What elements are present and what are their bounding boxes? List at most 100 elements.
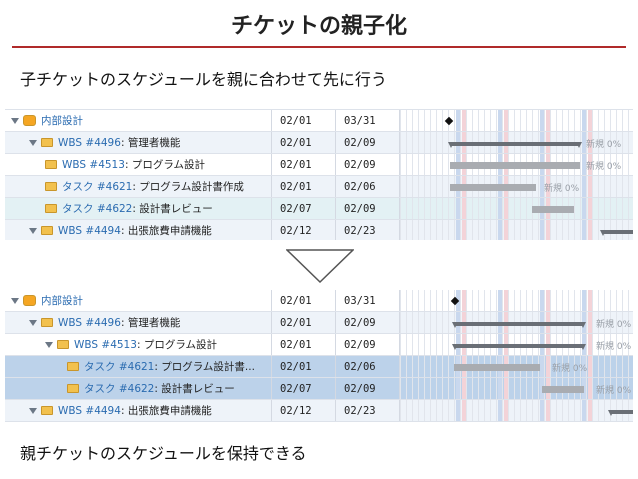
table-row[interactable]: タスク #4622 : 設計書レビュー 02/07 02/09 [5, 198, 633, 220]
task-name-cell: タスク #4622 : 設計書レビュー [5, 378, 271, 399]
gantt-grid-line [604, 400, 605, 421]
ticket-id[interactable]: WBS #4496 [58, 136, 121, 149]
parent-bar[interactable] [452, 344, 586, 350]
table-row[interactable]: 内部設計 02/01 03/31 [5, 290, 633, 312]
gantt-grid-line [400, 312, 401, 333]
gantt-weekend-column [588, 290, 593, 311]
gantt-grid-line [448, 290, 449, 311]
gantt-grid-line [442, 110, 443, 131]
gantt-grid-line [418, 110, 419, 131]
table-row-selected[interactable]: タスク #4621 : プログラム設計書... 02/01 02/06 新規 0… [5, 356, 633, 378]
start-date: 02/01 [271, 356, 335, 377]
parent-bar[interactable] [452, 322, 586, 328]
folder-icon [67, 384, 79, 393]
gantt-weekend-column [546, 110, 551, 131]
table-row[interactable]: WBS #4513 : プログラム設計 02/01 02/09 新規 0% [5, 334, 633, 356]
task-bar[interactable] [542, 386, 584, 393]
gantt-grid-line [430, 176, 431, 197]
gantt-grid-line [562, 400, 563, 421]
gantt-grid-line [478, 110, 479, 131]
gantt-grid-line [544, 400, 545, 421]
gantt-grid-line [406, 154, 407, 175]
collapse-triangle-icon[interactable] [29, 139, 37, 146]
end-date: 02/09 [335, 132, 399, 153]
gantt-weekend-column [456, 400, 461, 421]
gantt-grid-line [412, 154, 413, 175]
table-row[interactable]: 内部設計 02/01 03/31 [5, 110, 633, 132]
table-row[interactable]: WBS #4494 : 出張旅費申請機能 02/12 02/23 [5, 400, 633, 422]
gantt-grid-line [616, 132, 617, 153]
collapse-triangle-icon[interactable] [11, 297, 19, 304]
status-label: 新規 0% [586, 140, 622, 150]
gantt-grid-line [412, 198, 413, 219]
parent-bar[interactable] [448, 142, 582, 148]
ticket-id[interactable]: WBS #4494 [58, 224, 121, 237]
gantt-grid-line [436, 334, 437, 355]
gantt-grid-line [586, 154, 587, 175]
ticket-id[interactable]: タスク #4621 [84, 361, 155, 373]
collapse-triangle-icon[interactable] [29, 407, 37, 414]
gantt-grid-line [406, 400, 407, 421]
table-row[interactable]: タスク #4621 : プログラム設計書作成 02/01 02/06 新規 0% [5, 176, 633, 198]
gantt-grid-line [604, 312, 605, 333]
table-row[interactable]: WBS #4494 : 出張旅費申請機能 02/12 02/23 [5, 220, 633, 240]
end-date: 02/23 [335, 220, 399, 240]
gantt-grid-line [574, 176, 575, 197]
folder-icon [41, 318, 53, 327]
gantt-grid-line [598, 198, 599, 219]
gantt-grid-line [550, 220, 551, 240]
title-divider [12, 46, 626, 48]
gantt-grid-line [466, 220, 467, 240]
gantt-grid-line [418, 400, 419, 421]
parent-bar[interactable] [608, 410, 633, 416]
gantt-grid-line [532, 290, 533, 311]
gantt-grid-line [598, 378, 599, 399]
end-date: 02/23 [335, 400, 399, 421]
gantt-grid-line [442, 312, 443, 333]
gantt-grid-line [454, 220, 455, 240]
task-bar[interactable] [532, 206, 574, 213]
gantt-grid-line [478, 198, 479, 219]
collapse-triangle-icon[interactable] [11, 117, 19, 124]
gantt-grid-line [580, 220, 581, 240]
ticket-id[interactable]: WBS #4513 [74, 338, 137, 351]
table-row[interactable]: WBS #4496 : 管理者機能 02/01 02/09 新規 0% [5, 132, 633, 154]
gantt-grid-line [610, 110, 611, 131]
end-date: 02/09 [335, 378, 399, 399]
gantt-grid-line [514, 220, 515, 240]
gantt-grid-line [466, 378, 467, 399]
table-row[interactable]: WBS #4496 : 管理者機能 02/01 02/09 新規 0% [5, 312, 633, 334]
collapse-triangle-icon[interactable] [29, 319, 37, 326]
gantt-grid-line [484, 290, 485, 311]
folder-icon [41, 138, 53, 147]
gantt-grid-line [604, 290, 605, 311]
project-name[interactable]: 内部設計 [41, 295, 83, 307]
table-row-selected[interactable]: タスク #4622 : 設計書レビュー 02/07 02/09 新規 0% [5, 378, 633, 400]
task-bar[interactable] [450, 162, 580, 169]
gantt-grid-line [622, 334, 623, 355]
task-bar[interactable] [454, 364, 540, 371]
gantt-grid-line [628, 198, 629, 219]
gantt-grid-line [526, 400, 527, 421]
gantt-grid-line [436, 220, 437, 240]
gantt-grid-line [490, 220, 491, 240]
collapse-triangle-icon[interactable] [45, 341, 53, 348]
gantt-grid-line [442, 400, 443, 421]
task-bar[interactable] [450, 184, 536, 191]
ticket-id[interactable]: WBS #4496 [58, 316, 121, 329]
gantt-grid-line [496, 290, 497, 311]
gantt-weekend-column [462, 400, 467, 421]
gantt-grid-line [586, 176, 587, 197]
gantt-grid-line [568, 110, 569, 131]
ticket-id[interactable]: タスク #4622 [62, 203, 133, 215]
parent-bar[interactable] [600, 230, 633, 236]
gantt-grid-line [406, 198, 407, 219]
ticket-id[interactable]: タスク #4621 [62, 181, 133, 193]
project-name[interactable]: 内部設計 [41, 115, 83, 127]
ticket-id[interactable]: WBS #4494 [58, 404, 121, 417]
ticket-id[interactable]: タスク #4622 [84, 383, 155, 395]
collapse-triangle-icon[interactable] [29, 227, 37, 234]
gantt-grid-line [592, 400, 593, 421]
ticket-id[interactable]: WBS #4513 [62, 158, 125, 171]
table-row[interactable]: WBS #4513 : プログラム設計 02/01 02/09 新規 0% [5, 154, 633, 176]
